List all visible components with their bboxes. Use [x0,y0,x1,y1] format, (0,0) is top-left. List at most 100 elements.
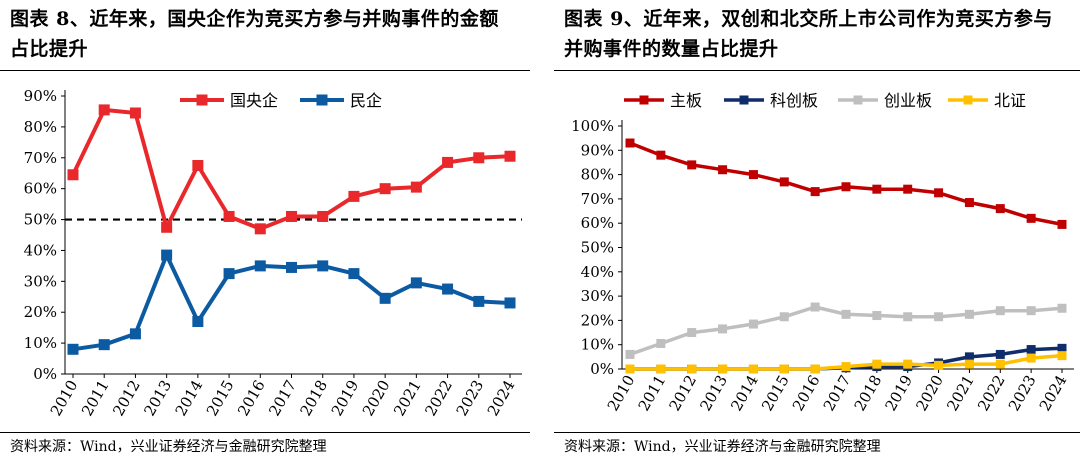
data-point-marker [748,170,758,180]
data-point-marker [161,249,173,261]
legend-label: 科创板 [770,91,818,110]
data-point-marker [656,150,666,160]
x-tick-label: 2018 [851,372,886,414]
data-point-marker [442,283,454,295]
data-point-marker [779,364,789,374]
y-tick-label: 10% [581,336,614,354]
x-tick-label: 2018 [296,377,331,419]
legend-swatch-marker [639,95,649,105]
y-tick-label: 10% [24,334,57,352]
legend-swatch-marker [739,95,749,105]
y-tick-label: 20% [24,303,57,321]
data-point-marker [687,364,697,374]
data-point-marker [161,221,173,233]
y-tick-label: 80% [24,118,57,136]
data-point-marker [254,223,266,235]
data-point-marker [379,292,391,304]
x-tick-label: 2015 [203,377,238,419]
data-point-marker [410,277,422,289]
source-divider [0,432,530,433]
x-tick-label: 2010 [47,377,82,419]
data-point-marker [348,268,360,280]
data-point-marker [934,188,944,198]
x-tick-label: 2024 [1036,372,1071,414]
y-tick-label: 60% [581,214,614,232]
data-point-marker [872,311,882,321]
title-divider [0,70,530,71]
x-tick-label: 2016 [234,377,269,419]
data-point-marker [656,364,666,374]
legend-label: 国央企 [230,91,278,110]
data-point-marker [98,104,110,116]
data-point-marker [286,261,297,273]
data-point-marker [964,309,974,319]
data-point-marker [934,360,944,370]
x-tick-label: 2023 [1005,372,1040,414]
data-point-marker [348,190,360,202]
data-point-marker [872,184,882,194]
chart-panel-right: 图表 9、近年来，双创和北交所上市公司作为竞买方参与并购事件的数量占比提升 0%… [554,0,1080,461]
y-tick-label: 60% [24,180,57,198]
data-point-marker [995,359,1005,369]
x-tick-label: 2014 [727,372,762,414]
title-divider [554,70,1080,71]
chart-title: 图表 8、近年来，国央企作为竞买方参与并购事件的金额占比提升 [10,8,499,60]
data-point-marker [192,315,204,327]
y-tick-label: 40% [24,241,57,259]
data-point-marker [317,210,329,222]
legend-label: 北证 [994,91,1026,110]
source-note: 资料来源：Wind，兴业证券经济与金融研究院整理 [564,439,881,455]
data-point-marker [903,312,913,322]
line-chart-board-share: 0%10%20%30%40%50%60%70%80%90%100%2010201… [571,91,1074,414]
x-tick-label: 2023 [453,377,488,419]
source-divider [554,432,1080,433]
data-point-marker [995,306,1005,316]
legend-swatch-marker [963,95,973,105]
y-tick-label: 40% [581,263,614,281]
data-point-marker [625,138,635,148]
x-tick-label: 2022 [421,377,456,419]
x-tick-label: 2013 [696,372,731,414]
data-point-marker [687,160,697,170]
data-point-marker [442,156,454,168]
data-point-marker [625,349,635,359]
chart-title: 图表 9、近年来，双创和北交所上市公司作为竞买方参与并购事件的数量占比提升 [564,8,1053,60]
x-tick-label: 2020 [359,377,394,419]
data-point-marker [67,169,79,181]
x-tick-label: 2016 [789,372,824,414]
data-point-marker [98,339,110,351]
data-point-marker [964,359,974,369]
data-point-marker [718,364,728,374]
data-point-marker [129,107,141,119]
data-point-marker [841,182,851,192]
data-point-marker [841,362,851,372]
data-point-marker [410,181,422,193]
y-tick-label: 50% [581,239,614,257]
data-point-marker [254,260,266,272]
x-tick-label: 2022 [974,372,1009,414]
data-point-marker [995,349,1005,359]
y-tick-label: 70% [581,190,614,208]
y-tick-label: 0% [590,360,614,378]
x-tick-label: 2010 [604,372,639,414]
data-point-marker [504,150,516,162]
x-tick-label: 2024 [484,377,519,419]
data-point-marker [964,198,974,208]
data-point-marker [625,364,635,374]
y-tick-label: 90% [24,87,57,105]
data-point-marker [656,338,666,348]
legend-label: 创业板 [884,91,932,110]
y-tick-label: 100% [571,117,614,135]
x-tick-label: 2019 [328,377,363,419]
x-tick-label: 2011 [635,372,670,414]
x-tick-label: 2019 [881,372,916,414]
data-point-marker [67,343,79,355]
data-point-marker [718,165,728,175]
legend-label: 主板 [670,91,702,110]
data-point-marker [1026,345,1036,355]
data-point-marker [995,204,1005,214]
x-tick-label: 2014 [172,377,207,419]
y-tick-label: 20% [581,311,614,329]
data-point-marker [841,309,851,319]
data-point-marker [779,177,789,187]
